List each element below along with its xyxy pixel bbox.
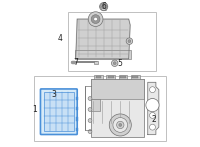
Circle shape [113,62,116,65]
Circle shape [146,98,159,112]
Circle shape [94,17,97,21]
Bar [106,75,115,79]
Circle shape [88,97,92,100]
Circle shape [88,130,92,133]
Circle shape [88,12,103,26]
Bar [131,75,140,79]
Bar [91,79,144,99]
Text: 7: 7 [73,58,78,67]
Circle shape [128,40,131,43]
Bar [96,76,101,78]
Text: 5: 5 [117,59,122,69]
Circle shape [88,108,92,111]
Text: 1: 1 [32,105,37,114]
Bar [75,50,131,59]
Bar [34,76,166,141]
Circle shape [150,87,155,93]
Bar [76,117,78,121]
Circle shape [150,98,155,104]
Circle shape [126,38,133,44]
Bar [132,76,138,78]
Circle shape [150,124,155,130]
Text: 4: 4 [57,34,62,44]
Circle shape [113,118,128,132]
Bar [119,75,127,79]
Bar [91,99,100,111]
Bar [44,92,74,131]
Bar [68,12,156,71]
Circle shape [111,60,118,66]
Bar [76,128,78,131]
Text: 3: 3 [51,90,56,99]
Bar [94,75,103,79]
Circle shape [117,121,124,129]
Bar [94,61,98,64]
Polygon shape [76,19,130,59]
Text: 2: 2 [151,115,156,124]
Bar [91,79,144,137]
Circle shape [100,2,108,11]
Bar [76,107,78,110]
Circle shape [119,123,122,126]
FancyBboxPatch shape [40,89,77,135]
Bar [120,76,126,78]
Circle shape [109,114,131,136]
Circle shape [150,112,155,118]
Circle shape [102,5,106,9]
Circle shape [91,15,100,24]
Bar [76,97,78,100]
Polygon shape [148,82,159,135]
Circle shape [88,119,92,122]
Text: 6: 6 [101,2,106,11]
Bar [108,76,114,78]
